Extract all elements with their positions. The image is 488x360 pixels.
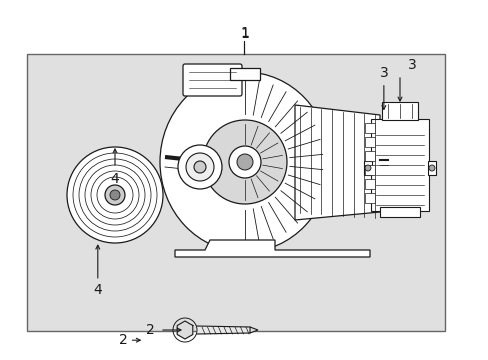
- FancyBboxPatch shape: [370, 119, 428, 211]
- Circle shape: [185, 153, 214, 181]
- Bar: [364, 165, 374, 175]
- Text: 1: 1: [240, 26, 248, 40]
- Polygon shape: [294, 105, 379, 220]
- Polygon shape: [175, 240, 369, 257]
- Text: 4: 4: [93, 283, 102, 297]
- Polygon shape: [197, 326, 249, 334]
- Circle shape: [237, 154, 252, 170]
- Bar: [364, 151, 374, 161]
- Bar: [27, 54, 444, 331]
- Polygon shape: [177, 321, 192, 339]
- Bar: [381, 102, 417, 120]
- Text: 2: 2: [146, 323, 155, 337]
- Text: 3: 3: [379, 66, 387, 80]
- Circle shape: [110, 190, 120, 200]
- Text: 1: 1: [240, 27, 248, 41]
- Bar: [364, 137, 374, 147]
- Circle shape: [203, 120, 286, 204]
- Ellipse shape: [160, 72, 329, 252]
- Circle shape: [178, 145, 222, 189]
- Bar: [364, 193, 374, 203]
- Bar: [229, 68, 260, 80]
- Text: 3: 3: [407, 58, 416, 72]
- Text: 4: 4: [110, 172, 119, 186]
- Bar: [364, 123, 374, 133]
- Circle shape: [364, 165, 370, 171]
- Circle shape: [194, 161, 205, 173]
- Circle shape: [428, 165, 434, 171]
- Bar: [363, 161, 371, 175]
- Circle shape: [228, 146, 261, 178]
- Text: 2: 2: [119, 333, 128, 347]
- Circle shape: [67, 147, 163, 243]
- Bar: [364, 179, 374, 189]
- Polygon shape: [249, 327, 258, 333]
- FancyBboxPatch shape: [183, 64, 242, 96]
- Bar: [427, 161, 435, 175]
- Bar: [379, 207, 419, 217]
- Circle shape: [105, 185, 125, 205]
